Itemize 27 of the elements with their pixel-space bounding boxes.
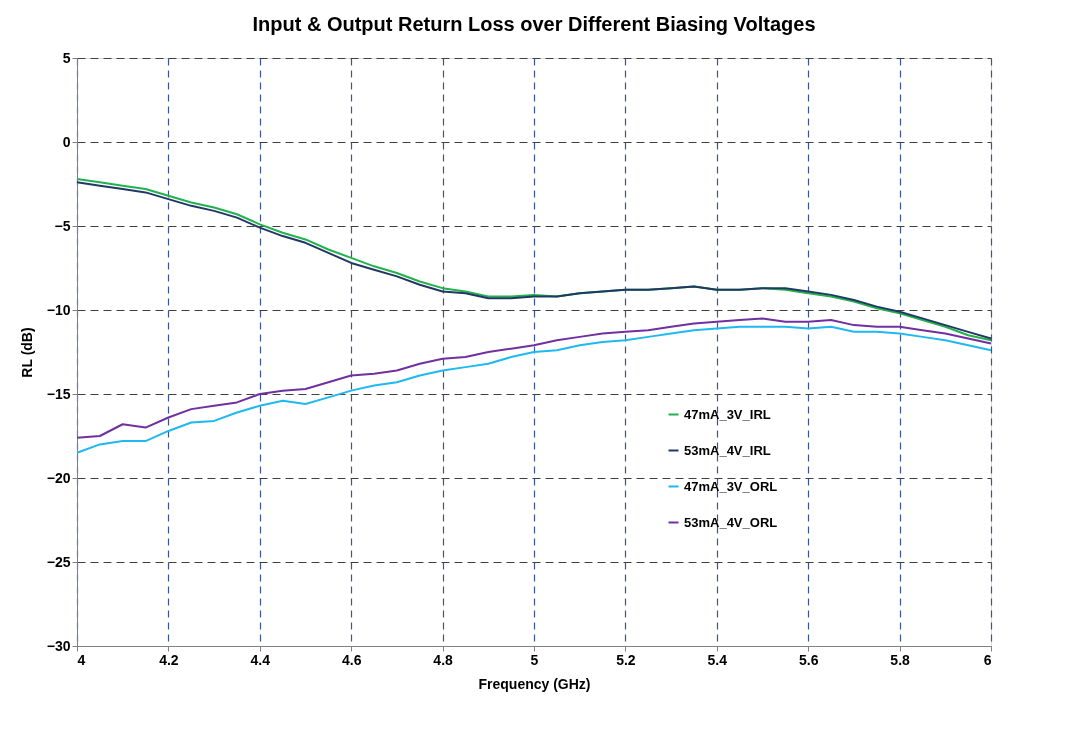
legend-label: 47mA_3V_ORL	[684, 478, 778, 494]
x-tick-label: 5	[530, 651, 539, 668]
y-tick-label: −20	[46, 469, 71, 486]
y-axis-title: RL (dB)	[18, 327, 35, 378]
x-axis-title: Frequency (GHz)	[478, 675, 591, 692]
x-tick-label: 4	[77, 651, 86, 668]
y-tick-label: −30	[46, 637, 71, 654]
legend-label: 53mA_4V_IRL	[684, 442, 771, 458]
x-tick-label: 5.6	[798, 651, 819, 668]
legend-label: 53mA_4V_ORL	[684, 514, 778, 530]
y-tick-label: −10	[46, 301, 71, 318]
x-tick-label: 5.4	[707, 651, 728, 668]
line-series	[76, 317, 992, 439]
x-tick-label: 6	[983, 651, 992, 668]
legend-label: 47mA_3V_IRL	[684, 406, 771, 422]
x-tick-label: 5.2	[616, 651, 636, 668]
x-tick-label: 4.4	[250, 651, 271, 668]
x-tick-label: 5.8	[890, 651, 911, 668]
y-tick-label: −15	[46, 385, 71, 402]
y-tick-label: −5	[54, 217, 71, 234]
chart-title: Input & Output Return Loss over Different Biasing Voltages	[252, 13, 816, 35]
x-tick-label: 4.6	[341, 651, 362, 668]
y-tick-label: −25	[46, 553, 71, 570]
y-tick-label: 5	[62, 49, 71, 66]
x-tick-label: 4.8	[433, 651, 454, 668]
y-tick-label: 0	[62, 133, 71, 150]
x-tick-label: 4.2	[159, 651, 179, 668]
